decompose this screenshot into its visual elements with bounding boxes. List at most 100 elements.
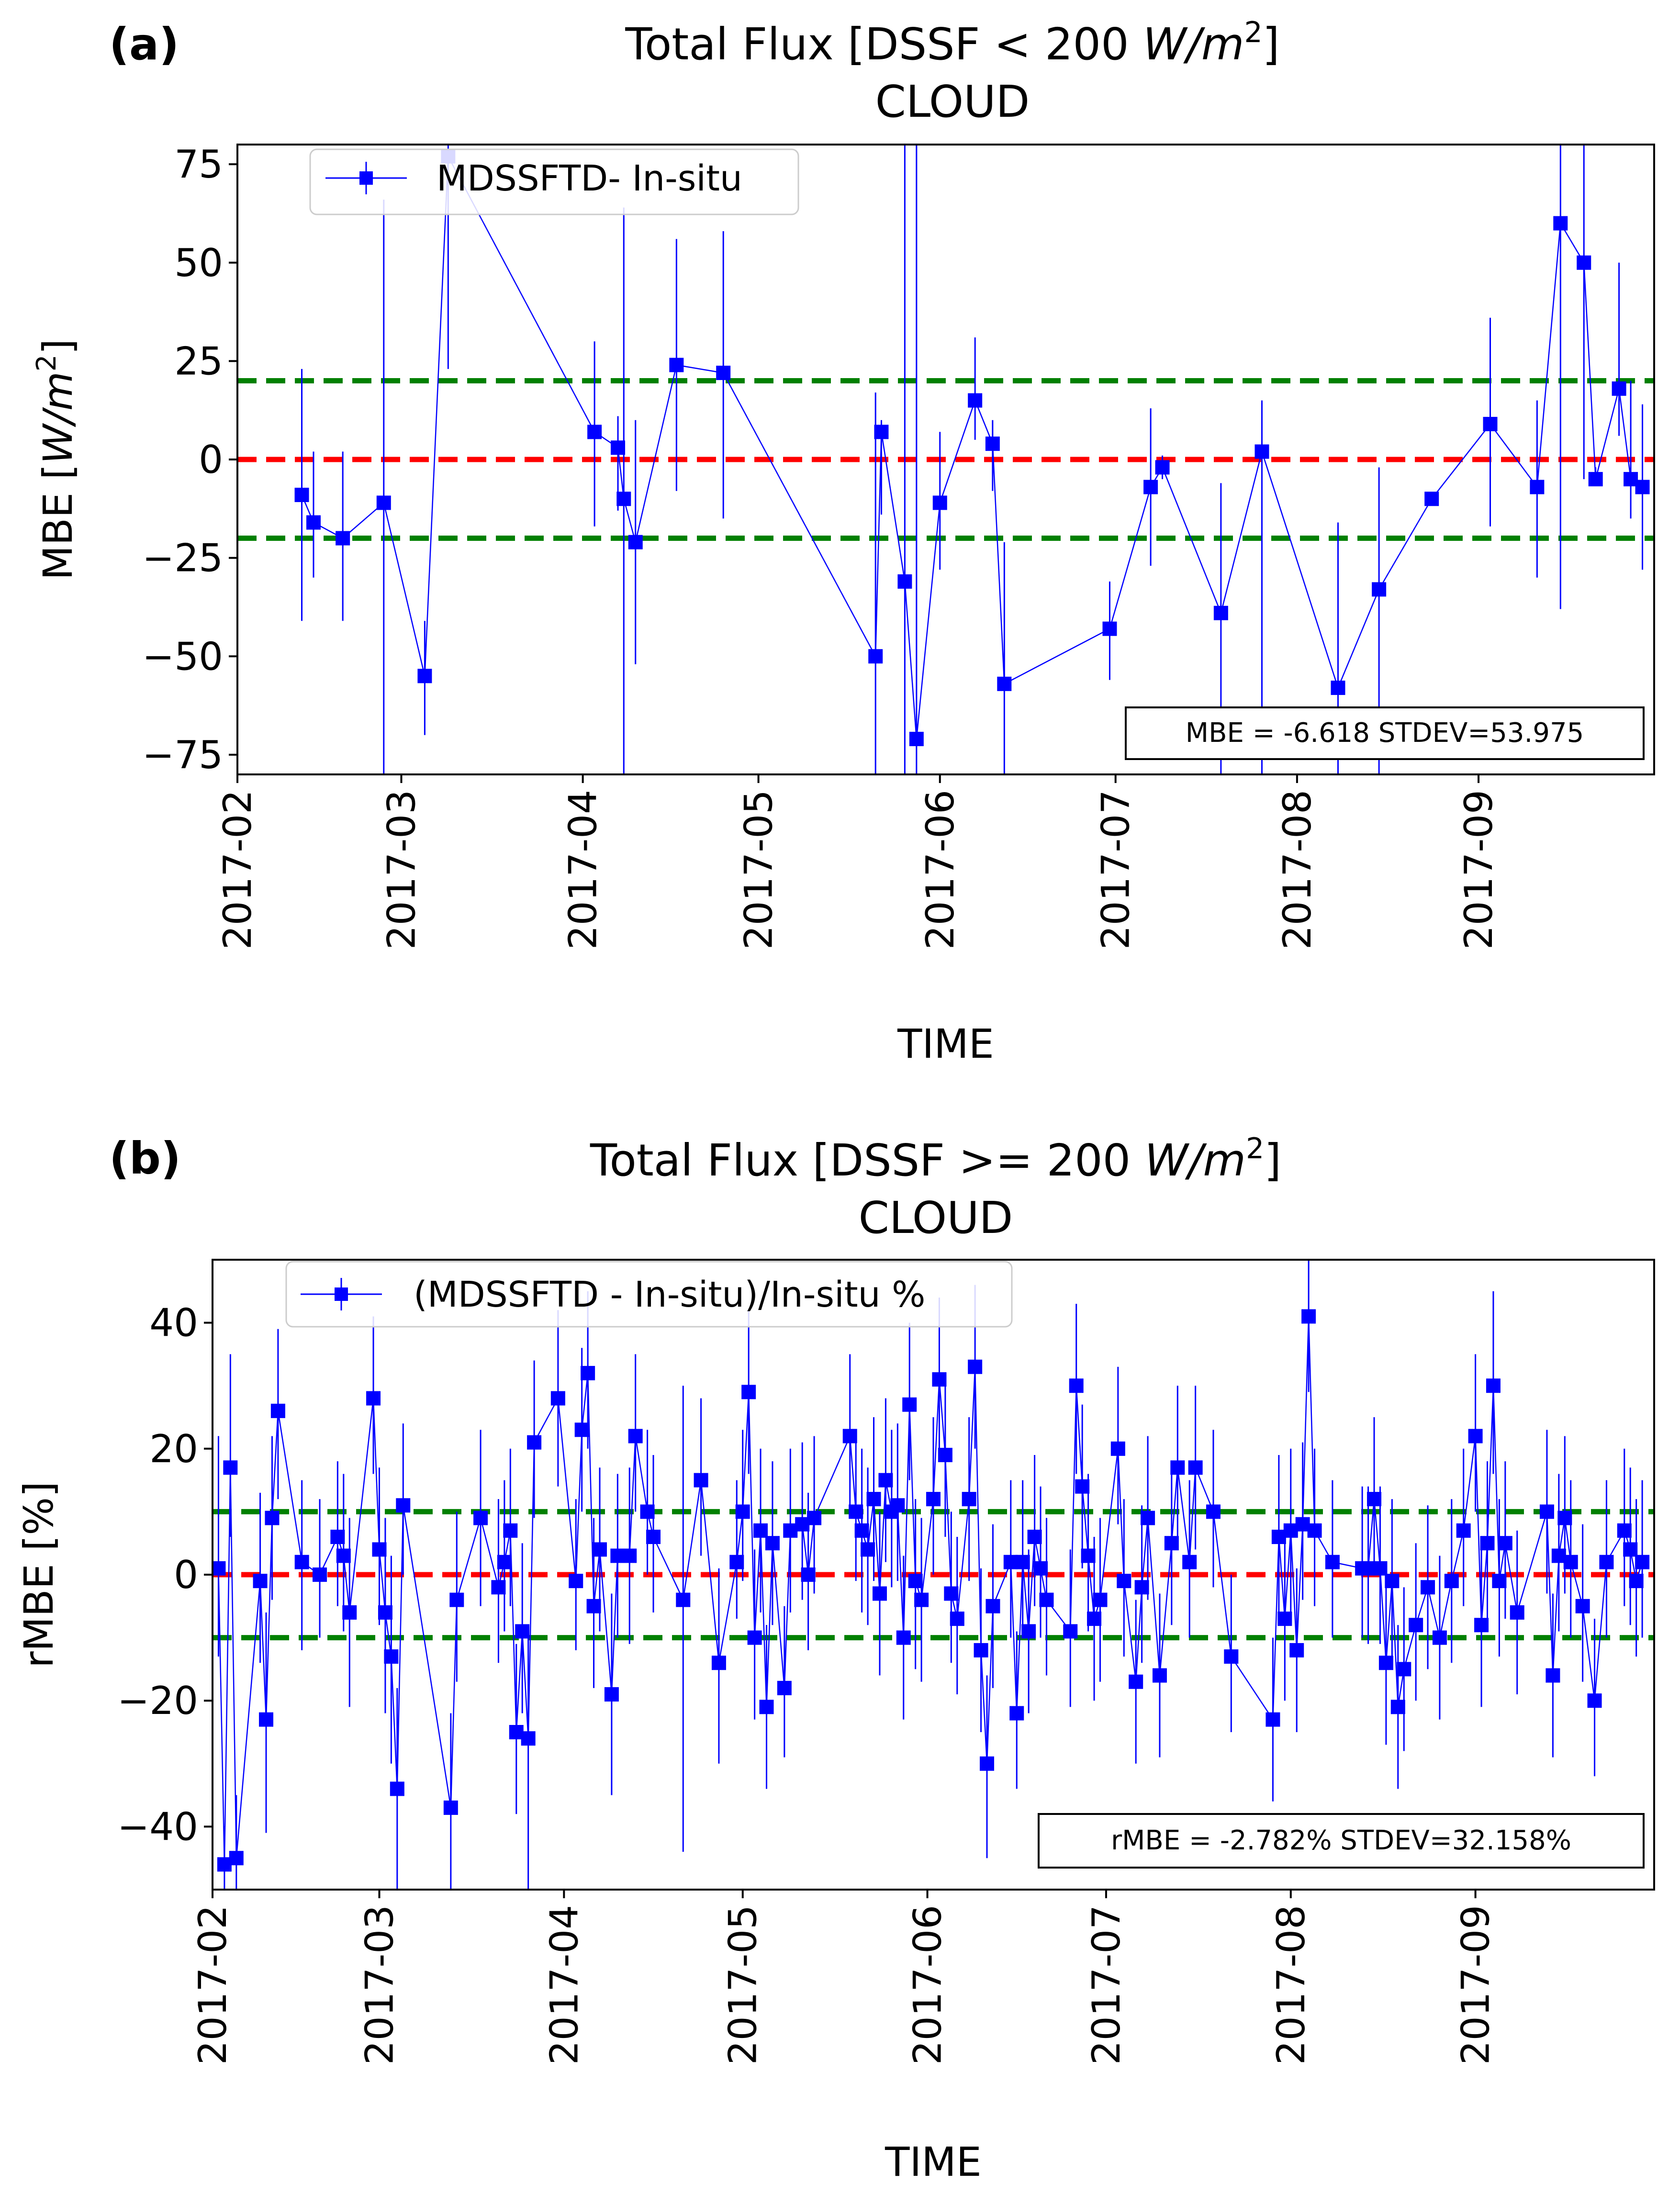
panel-a-data-point (897, 574, 912, 589)
panel-b-data-point (1623, 1542, 1638, 1557)
panel-b-data-point (253, 1574, 268, 1589)
panel-b-x-ticks: 2017-02 2017-03 2017-04 2017-05 2017-06 2017-… (190, 1890, 1498, 2065)
panel-b-data-point (527, 1435, 542, 1450)
panel-b-data-point (1152, 1668, 1167, 1683)
panel-b-data-point (473, 1511, 488, 1525)
panel-b-data-point (259, 1712, 274, 1727)
panel-b-data-point (294, 1555, 309, 1569)
panel-a-subtitle: CLOUD (875, 76, 1030, 127)
panel-a-data-point (932, 495, 947, 510)
panel-b-data-point (1277, 1612, 1292, 1626)
panel-b-data-point (569, 1574, 583, 1589)
panel-b-data-point (1510, 1605, 1524, 1620)
panel-a-data-point (1331, 681, 1345, 695)
panel-b-data-point (1110, 1441, 1125, 1456)
panel-a-data-point (336, 531, 350, 546)
panel-a-y-ticks: −75 −50 −25 0 25 50 75 (142, 142, 237, 777)
panel-b-data-point (1021, 1624, 1036, 1639)
panel-b-data-point (932, 1372, 947, 1387)
panel-b-y-tick-label: −20 (117, 1679, 198, 1723)
panel-b-data-point (1307, 1523, 1322, 1538)
panel-b-data-point (1557, 1511, 1572, 1525)
panel-a-series-line (301, 154, 1643, 739)
panel-b-data-point (1635, 1555, 1650, 1569)
panel-b-data-point (1367, 1492, 1382, 1507)
panel-b-data-point (1397, 1662, 1411, 1677)
panel-b-data-point (213, 1561, 226, 1576)
panel-a-legend-label: MDSSFTD- In-situ (437, 158, 742, 199)
panel-b-data-point (1206, 1504, 1221, 1519)
panel-b-data-point (694, 1473, 708, 1488)
panel-b-data-point (1390, 1700, 1405, 1714)
panel-b-data-point (1409, 1618, 1423, 1633)
panel-b-data-point (1134, 1580, 1149, 1595)
panel-b-data-point (765, 1536, 780, 1551)
panel-b-x-tick-label: 2017-07 (1084, 1905, 1129, 2065)
panel-b-data-point (1373, 1561, 1388, 1576)
panel-b-data-point (950, 1612, 964, 1626)
panel-b-data-point (1224, 1649, 1239, 1664)
panel-a-data-point (1635, 480, 1650, 494)
panel-b-data-point (902, 1397, 917, 1412)
panel-b-data-point (1629, 1574, 1644, 1589)
panel-b-data-point (753, 1523, 768, 1538)
panel-b-x-tick-label: 2017-05 (721, 1905, 765, 2065)
panel-b-data-point (866, 1492, 881, 1507)
panel-b-data-point (1563, 1555, 1578, 1569)
panel-b-data-point (372, 1542, 387, 1557)
panel-a-data-point (1530, 480, 1545, 494)
panel-b-data-point (968, 1359, 983, 1374)
panel-b-data-point (1539, 1504, 1554, 1519)
panel-a-data-point (1483, 416, 1498, 431)
panel-a-data-point (1553, 216, 1568, 231)
panel-b-data-point (944, 1586, 959, 1601)
panel-b-data-point (1093, 1592, 1108, 1607)
panel-a-data-point (417, 669, 432, 683)
panel-b-stats-frame (1038, 1813, 1645, 1869)
panel-b-x-axis-label: TIME (885, 2138, 982, 2185)
panel-b-data-point (1027, 1530, 1042, 1545)
panel-b-data-point (1063, 1624, 1078, 1639)
panel-b-x-tick-label: 2017-04 (542, 1905, 586, 2065)
panel-b-data-point (1015, 1555, 1030, 1569)
panel-b-data-point (515, 1624, 530, 1639)
panel-a-y-tick-label: 50 (174, 241, 223, 285)
panel-b: (b) Total Flux [DSSF >= 200 W/m2] CLOUD … (15, 1132, 1655, 2185)
panel-b-data-point (801, 1567, 816, 1582)
panel-b-data-point (1117, 1574, 1131, 1589)
panel-b-y-tick-label: 40 (149, 1301, 198, 1345)
panel-b-data-point (1087, 1612, 1102, 1626)
panel-b-data-point (1033, 1561, 1048, 1576)
panel-b-data-point (735, 1504, 750, 1519)
panel-b-data-point (1081, 1548, 1096, 1563)
panel-b-data-point (938, 1447, 952, 1462)
panel-a-data-point (1588, 472, 1603, 487)
panel-b-data-point (986, 1599, 1000, 1613)
panel-a-data-point (1424, 492, 1439, 506)
panel-b-data-point (962, 1492, 976, 1507)
panel-a-legend: MDSSFTD- In-situ (309, 148, 799, 215)
panel-b-data-point (313, 1567, 327, 1582)
panel-a-title: Total Flux [DSSF < 200 W/m2] (625, 16, 1279, 70)
panel-b-title: Total Flux [DSSF >= 200 W/m2] (590, 1132, 1281, 1186)
panel-a-x-tick-label: 2017-07 (1094, 790, 1138, 950)
panel-a-x-tick-label: 2017-06 (918, 790, 963, 950)
panel-b-data-point (896, 1630, 911, 1645)
panel-b-data-point (1498, 1536, 1512, 1551)
panel-b-data-point (759, 1700, 774, 1714)
panel-b-data-point (1474, 1618, 1489, 1633)
panel-b-data-point (974, 1643, 988, 1657)
panel-b-data-point (914, 1592, 929, 1607)
panel-b-data-point (842, 1429, 857, 1444)
panel-a-data-point (1612, 381, 1626, 396)
panel-a-data-point (997, 676, 1012, 691)
panel-b-data-point (1599, 1555, 1614, 1569)
panel-b-data-point (1009, 1706, 1024, 1721)
panel-b-data-point (1069, 1378, 1084, 1393)
panel-b-data-point (1480, 1536, 1495, 1551)
panel-a-stats-text: MBE = -6.618 STDEV=53.975 (1186, 717, 1584, 749)
panel-b-data-point (908, 1574, 923, 1589)
panel-b-y-tick-label: −40 (117, 1804, 198, 1849)
